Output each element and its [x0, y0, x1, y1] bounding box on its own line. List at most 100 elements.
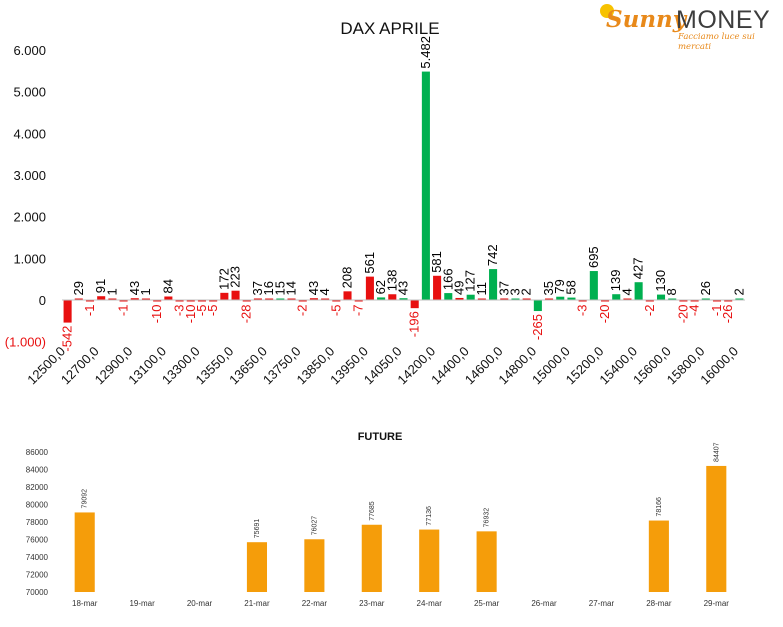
data-label: 58 [563, 280, 578, 294]
data-label: 130 [653, 270, 668, 292]
x-tick-label: 25-mar [474, 599, 500, 608]
x-tick-label: 28-mar [646, 599, 672, 608]
x-axis: 12500,012700,012900,013100,013300,013550… [24, 344, 741, 388]
data-label: 14 [284, 281, 299, 295]
data-label: 91 [93, 279, 108, 293]
data-label: -26 [720, 305, 735, 324]
chart-title: FUTURE [358, 431, 403, 443]
bar [365, 276, 374, 300]
bar [377, 297, 386, 300]
data-label: 223 [228, 266, 243, 288]
data-label: 16 [261, 281, 276, 295]
bar [164, 296, 173, 300]
bars [63, 71, 744, 323]
bar [701, 298, 710, 300]
bar [623, 298, 632, 300]
x-axis: 18-mar 19-mar 20-mar 21-mar 22-mar 23-mar 24-m… [72, 599, 729, 608]
data-label: -542 [60, 326, 75, 352]
bar [724, 300, 733, 302]
data-label: -1 [82, 305, 97, 317]
bar [197, 300, 206, 302]
bar [276, 298, 285, 300]
data-label: -265 [530, 314, 545, 340]
x-tick-label: 16000,0 [697, 344, 741, 388]
data-label: -1 [709, 305, 724, 317]
data-label: 43 [396, 281, 411, 295]
y-tick-label: 78000 [26, 518, 49, 527]
data-label: 76932 [484, 508, 491, 528]
data-label: 742 [485, 244, 500, 266]
bar [354, 300, 363, 302]
bar [175, 300, 184, 302]
bar [399, 298, 408, 300]
data-label: 138 [384, 270, 399, 292]
bar [634, 282, 643, 300]
data-label: 4 [317, 288, 332, 295]
data-label: 75691 [254, 519, 261, 539]
bar [648, 520, 669, 592]
bar [476, 531, 497, 592]
bar [489, 269, 498, 300]
x-tick-label: 27-mar [589, 599, 615, 608]
bar [141, 298, 151, 300]
bar [466, 294, 475, 300]
bar [343, 291, 352, 300]
bar [545, 298, 554, 300]
y-tick-label: 82000 [26, 483, 49, 492]
bar [298, 300, 307, 302]
bar [612, 294, 621, 300]
bar [656, 294, 666, 300]
data-label: -3 [172, 305, 187, 317]
y-axis: (1.000) 0 1.000 2.000 3.000 4.000 5.000 6.000 [5, 43, 46, 350]
data-label: -2 [642, 305, 657, 317]
y-tick-label: 86000 [26, 448, 49, 457]
bar [85, 300, 95, 302]
y-tick-label: 3.000 [13, 168, 46, 183]
bar [361, 524, 382, 592]
data-label: 2 [731, 288, 746, 295]
bar [455, 297, 464, 300]
bar [108, 298, 117, 300]
y-tick-label: 74000 [26, 553, 49, 562]
x-tick-label: 18-mar [72, 599, 98, 608]
y-tick-label: 72000 [26, 571, 49, 580]
bar [287, 298, 296, 300]
data-label: 427 [631, 258, 646, 280]
chart-title: DAX APRILE [340, 19, 439, 38]
bar [556, 296, 565, 300]
data-label: -28 [239, 305, 254, 324]
bar [321, 298, 330, 300]
data-label: 43 [127, 281, 142, 295]
bar [645, 300, 654, 302]
data-label: -10 [149, 305, 164, 324]
data-label: 84407 [713, 442, 720, 462]
bar [130, 298, 139, 300]
data-label: -3 [575, 305, 590, 317]
data-label: 4 [619, 288, 634, 295]
data-label: -10 [183, 305, 198, 324]
y-tick-label: 76000 [26, 536, 49, 545]
data-label: 37 [496, 281, 511, 295]
x-tick-label: 23-mar [359, 599, 385, 608]
bar [253, 298, 262, 300]
bar [712, 300, 722, 302]
y-tick-label: 6.000 [13, 43, 46, 58]
logo-tagline: Facciamo luce sui mercati [678, 32, 755, 52]
data-label: -5 [328, 305, 343, 317]
data-label: -7 [351, 305, 366, 317]
bar [209, 300, 218, 302]
bar [63, 300, 72, 323]
bar [242, 300, 251, 302]
data-label: 5.482 [418, 36, 433, 69]
bar [522, 298, 531, 300]
data-label: 62 [373, 280, 388, 294]
bar [533, 300, 542, 312]
bar [119, 300, 128, 302]
logo-brand-sunny: Sunny [606, 6, 687, 33]
data-label: 1 [138, 288, 153, 295]
data-label: -1 [116, 305, 131, 317]
bar [690, 300, 699, 302]
bar [601, 300, 610, 302]
x-tick-label: 26-mar [531, 599, 557, 608]
data-label: 79 [552, 279, 567, 293]
